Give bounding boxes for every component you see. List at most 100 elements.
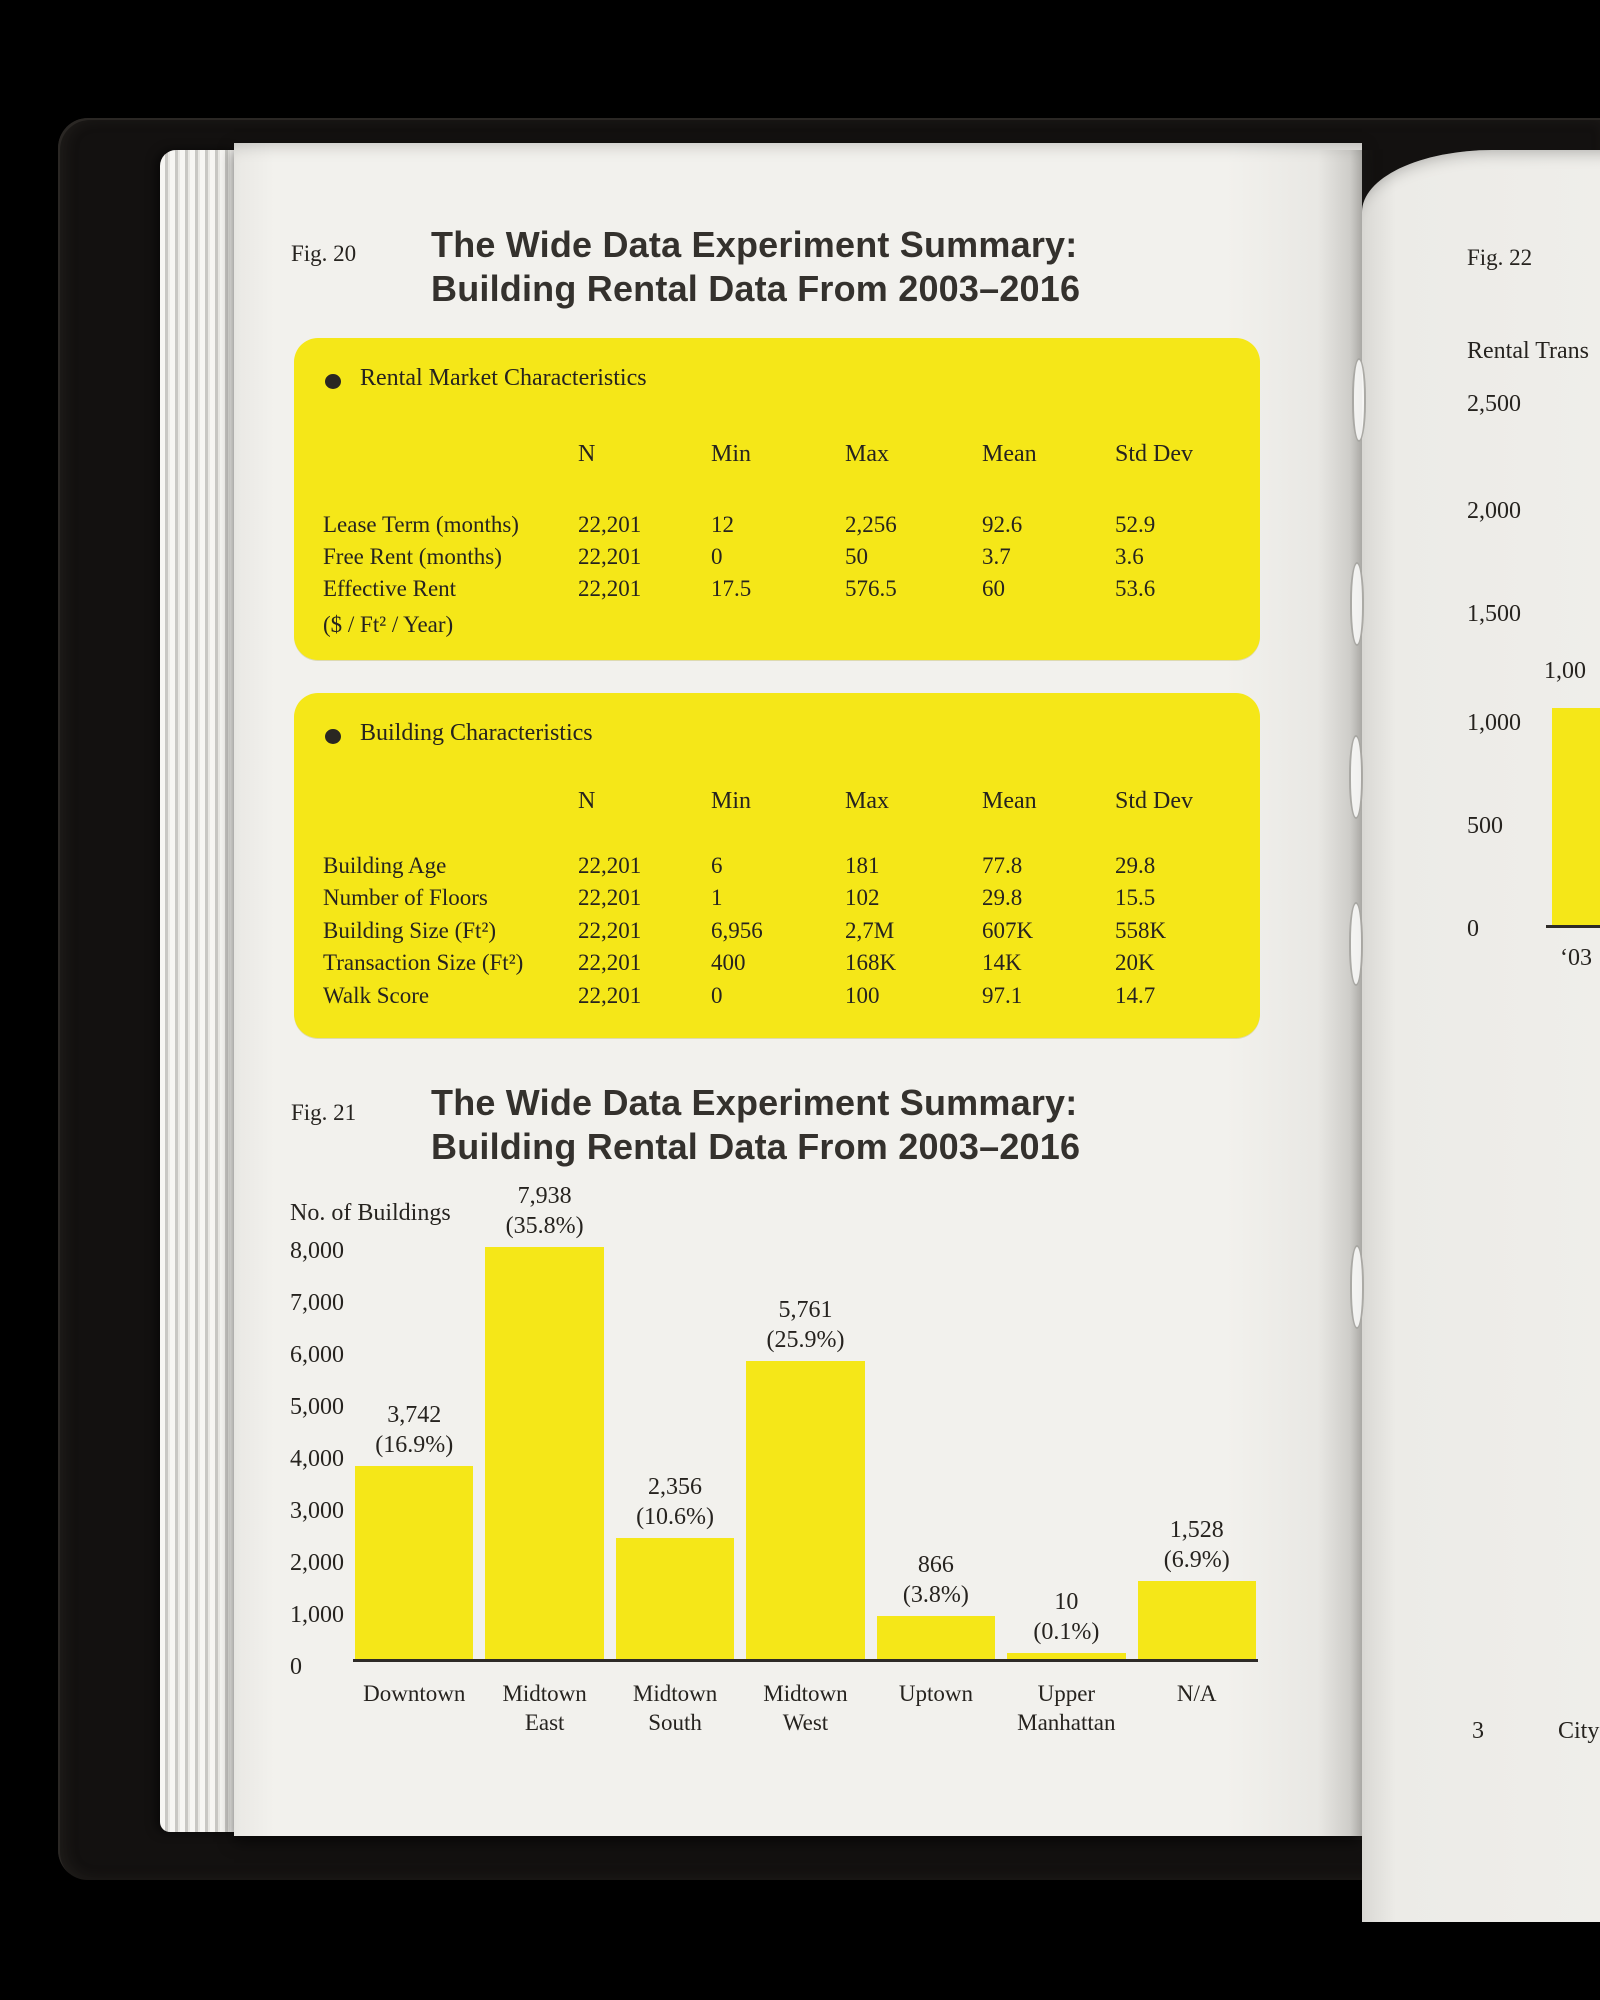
table-row: Transaction Size (Ft²) 22,201 400 168K 1… xyxy=(323,950,1155,975)
stitch-thread xyxy=(1350,562,1364,646)
x-tick-na: N/A xyxy=(1176,1681,1217,1706)
y-tick-3000: 3,000 xyxy=(290,1498,344,1524)
table-row: Lease Term (months) 22,201 12 2,256 92.6… xyxy=(323,512,1156,537)
table-row: Building Size (Ft²) 22,201 6,956 2,7M 60… xyxy=(323,918,1167,943)
bar-group-midtown-east: 7,938 (35.8%) xyxy=(485,1173,604,1661)
col-min: Min xyxy=(711,788,752,814)
fig21-label: Fig. 21 xyxy=(291,1100,357,1125)
fig22-axis-title: Rental Trans xyxy=(1467,338,1590,364)
stitch-thread xyxy=(1352,358,1366,442)
bar-group-midtown-south: 2,356 (10.6%) xyxy=(615,1173,735,1661)
col-std: Std Dev xyxy=(1115,441,1193,467)
fig20-title-line2: Building Rental Data From 2003–2016 xyxy=(431,268,1081,309)
y-tick-2000: 2,000 xyxy=(290,1550,344,1576)
fig21-title-line1: The Wide Data Experiment Summary: xyxy=(431,1082,1078,1123)
building-header: Building Characteristics xyxy=(360,720,593,746)
bar-na xyxy=(1137,1581,1256,1661)
col-max: Max xyxy=(845,788,889,814)
bar-group-upper-manhattan: 10 (0.1%) xyxy=(1007,1173,1126,1661)
y-tick-5000: 5,000 xyxy=(290,1394,344,1420)
table-row: Number of Floors 22,201 1 102 29.8 15.5 xyxy=(323,885,1156,910)
bullet-icon xyxy=(325,729,341,744)
bar-group-uptown: 866 (3.8%) xyxy=(876,1173,996,1661)
x-axis-line xyxy=(353,1659,1258,1662)
bar-value-label: 10 (0.1%) xyxy=(1033,1589,1100,1645)
y-tick-2500: 2,500 xyxy=(1467,391,1521,417)
rental-market-box: Rental Market Characteristics N Min Max … xyxy=(294,338,1260,660)
right-page: Fig. 22 Rental Trans 2,500 2,000 1,500 1… xyxy=(1362,150,1600,1922)
bar-downtown xyxy=(355,1466,474,1661)
col-std: Std Dev xyxy=(1115,788,1193,814)
stitch-thread xyxy=(1350,1245,1364,1329)
fig21-title-line2: Building Rental Data From 2003–2016 xyxy=(431,1126,1081,1167)
y-tick-7000: 7,000 xyxy=(290,1290,344,1316)
bar-group-midtown-west: 5,761 (25.9%) xyxy=(746,1173,865,1661)
left-page: Fig. 20 The Wide Data Experiment Summary… xyxy=(234,143,1362,1836)
col-n: N xyxy=(578,441,596,467)
y-tick-1500: 1,500 xyxy=(1467,601,1521,627)
table-header-row: N Min Max Mean Std Dev xyxy=(323,441,1244,468)
bar-value-label: 2,356 (10.6%) xyxy=(636,1474,715,1530)
bullet-icon xyxy=(325,374,341,389)
fig22-bar-value-label: 1,00 xyxy=(1544,658,1586,684)
bar-upper-manhattan xyxy=(1007,1653,1126,1661)
bar-chart-plot: 3,742 (16.9%) 7,938 (35.8%) 2,356 (10.6%… xyxy=(355,1173,1256,1661)
col-mean: Mean xyxy=(982,788,1037,814)
y-axis-title: No. of Buildings xyxy=(290,1200,451,1226)
bar-midtown-east xyxy=(485,1247,604,1661)
footnote-number: 3 xyxy=(1472,1718,1484,1744)
y-tick-0: 0 xyxy=(1467,916,1479,942)
fig22-label: Fig. 22 xyxy=(1467,245,1533,270)
bar-group-downtown: 3,742 (16.9%) xyxy=(355,1173,474,1661)
bar-value-label: 866 (3.8%) xyxy=(902,1552,969,1608)
page-edges-stack xyxy=(160,150,236,1832)
fig22-x-tick-03: ‘03 xyxy=(1560,945,1592,971)
y-tick-4000: 4,000 xyxy=(290,1446,344,1472)
bar-value-label: 5,761 (25.9%) xyxy=(766,1297,845,1353)
footnote-text: City xyxy=(1558,1718,1600,1744)
bar-group-na: 1,528 (6.9%) xyxy=(1137,1173,1256,1661)
x-tick-upper-manhattan: Upper Manhattan xyxy=(1017,1681,1116,1735)
rental-market-header: Rental Market Characteristics xyxy=(360,365,647,391)
x-tick-midtown-south: Midtown South xyxy=(632,1681,718,1735)
bar-value-label: 1,528 (6.9%) xyxy=(1163,1517,1230,1573)
y-tick-1000: 1,000 xyxy=(290,1602,344,1628)
x-axis-category-labels: Downtown Midtown East Midtown South Midt… xyxy=(355,1679,1256,1737)
bar-uptown xyxy=(876,1616,996,1661)
building-box: Building Characteristics N Min Max Mean … xyxy=(294,693,1260,1038)
fig22-bar-group xyxy=(1552,408,1600,925)
y-tick-2000: 2,000 xyxy=(1467,498,1521,524)
bar-03 xyxy=(1552,708,1600,925)
y-tick-0: 0 xyxy=(290,1654,302,1680)
col-mean: Mean xyxy=(982,441,1037,467)
table-header-row: N Min Max Mean Std Dev xyxy=(323,788,1244,815)
y-tick-500: 500 xyxy=(1467,813,1503,839)
x-tick-midtown-east: Midtown East xyxy=(502,1681,587,1735)
fig22-x-axis-line xyxy=(1546,925,1600,928)
fig21-title: The Wide Data Experiment Summary: Buildi… xyxy=(431,1081,1080,1169)
col-min: Min xyxy=(711,441,752,467)
stitch-thread xyxy=(1349,735,1363,819)
table-row: Effective Rent 22,201 17.5 576.5 60 53.6 xyxy=(323,576,1156,601)
bar-midtown-south xyxy=(615,1538,735,1661)
fig20-title: The Wide Data Experiment Summary: Buildi… xyxy=(431,223,1080,311)
effective-rent-units: ($ / Ft² / Year) xyxy=(323,612,454,637)
table-row: Building Age 22,201 6 181 77.8 29.8 xyxy=(323,853,1156,878)
x-tick-uptown: Uptown xyxy=(898,1681,973,1706)
bar-value-label: 7,938 (35.8%) xyxy=(505,1183,584,1239)
bar-value-label: 3,742 (16.9%) xyxy=(375,1402,454,1458)
y-tick-8000: 8,000 xyxy=(290,1238,344,1264)
y-tick-6000: 6,000 xyxy=(290,1342,344,1368)
x-tick-midtown-west: Midtown West xyxy=(763,1681,848,1735)
fig20-label: Fig. 20 xyxy=(291,241,357,266)
y-tick-1000: 1,000 xyxy=(1467,710,1521,736)
x-tick-downtown: Downtown xyxy=(363,1681,466,1706)
stitch-thread xyxy=(1349,902,1363,986)
bar-midtown-west xyxy=(746,1361,865,1661)
table-row: Free Rent (months) 22,201 0 50 3.7 3.6 xyxy=(323,544,1144,569)
table-row: Walk Score 22,201 0 100 97.1 14.7 xyxy=(323,983,1156,1008)
fig20-title-line1: The Wide Data Experiment Summary: xyxy=(431,224,1078,265)
col-n: N xyxy=(578,788,596,814)
col-max: Max xyxy=(845,441,889,467)
